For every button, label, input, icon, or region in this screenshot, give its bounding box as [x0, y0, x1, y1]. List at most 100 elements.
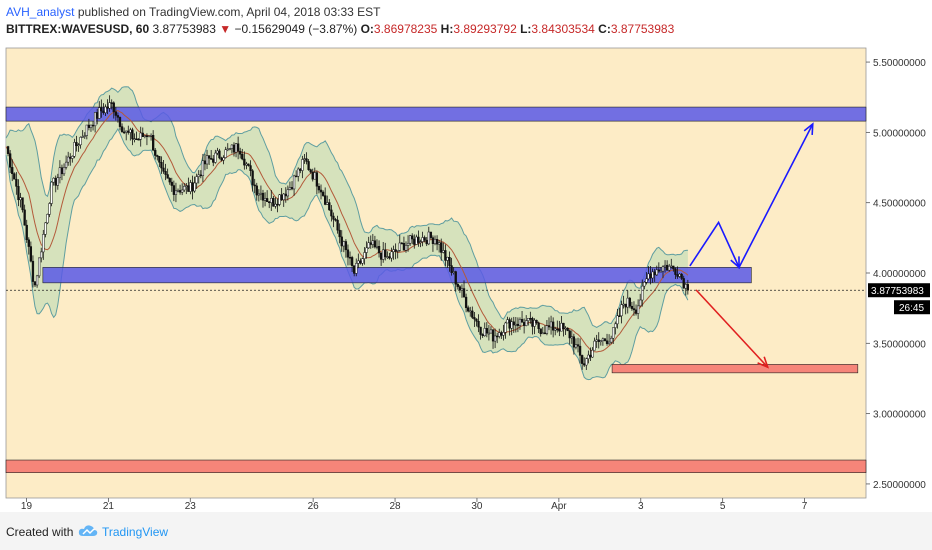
x-tick-label: 21 [103, 501, 115, 512]
candle-body [154, 149, 157, 156]
candle-body [363, 252, 366, 259]
candle-body [199, 174, 202, 177]
candle-body [131, 129, 134, 140]
candle-body [259, 192, 263, 195]
candle-body [475, 318, 478, 322]
candle-body [176, 190, 180, 192]
candle-body [56, 177, 59, 186]
candle-body [6, 146, 10, 154]
x-tick-label: 19 [21, 501, 33, 512]
candle-body [583, 363, 586, 366]
candle-body [232, 144, 236, 153]
candle-body [527, 318, 530, 321]
candle-body [313, 172, 316, 180]
candle-body [448, 256, 451, 266]
candle-body [491, 329, 495, 342]
candle-body [228, 148, 231, 150]
publish-info: published on TradingView.com, April 04, … [77, 5, 381, 19]
candle-body [50, 181, 53, 204]
candle-body [303, 158, 306, 160]
author-link[interactable]: AVH_analyst [6, 5, 75, 19]
candle-body [91, 124, 95, 127]
candle-body [31, 260, 35, 282]
open-value: 3.86978235 [373, 22, 438, 36]
candle-body [560, 322, 563, 332]
candle-body [205, 155, 209, 165]
candle-body [554, 328, 557, 331]
candle-body [178, 190, 182, 193]
candle-body [21, 197, 24, 211]
candle-body [520, 319, 524, 323]
candle-body [415, 236, 418, 245]
candle-body [485, 328, 488, 334]
candle-body [456, 284, 459, 287]
candle-body [143, 135, 147, 137]
candle-body [574, 344, 578, 348]
candle-body [253, 184, 256, 187]
candle-body [270, 197, 273, 203]
candle-body [35, 275, 39, 286]
low-label: L: [520, 22, 532, 36]
candle-body [350, 257, 354, 266]
candle-body [278, 194, 281, 205]
price-chart[interactable]: 5.50000000 5.00000000 4.50000000 4.00000000… [0, 40, 932, 512]
candle-body [628, 297, 631, 307]
candle-body [181, 189, 184, 193]
candle-body [241, 154, 244, 160]
candle-body [570, 336, 573, 339]
candle-body [189, 182, 192, 192]
candle-body [504, 322, 507, 333]
candle-body [89, 124, 93, 128]
tradingview-brand[interactable]: TradingView [102, 525, 169, 539]
candle-body [40, 251, 43, 259]
candle-body [502, 332, 505, 336]
candle-body [413, 238, 416, 245]
candle-body [336, 219, 339, 231]
candle-body [137, 138, 140, 141]
candle-body [29, 246, 33, 262]
candle-body [487, 332, 491, 335]
x-tick-label: 23 [185, 501, 197, 512]
candle-body [406, 242, 410, 246]
chart-header: AVH_analyst published on TradingView.com… [0, 0, 932, 40]
candle-body [659, 270, 663, 273]
candle-body [398, 242, 401, 251]
candle-body [624, 303, 627, 308]
candle-body [234, 143, 238, 153]
candle-body [467, 307, 470, 312]
candle-body [462, 288, 466, 298]
candle-body [147, 135, 151, 138]
candle-body [276, 203, 279, 206]
candle-body [506, 319, 509, 324]
candle-body [663, 264, 667, 267]
candle-body [164, 171, 167, 175]
candle-body [170, 181, 173, 186]
candle-body [79, 137, 82, 146]
candle-body [295, 175, 298, 178]
candle-body [411, 235, 414, 240]
candle-body [263, 198, 267, 201]
candle-body [454, 271, 457, 285]
candle-body [361, 258, 364, 264]
candle-body [529, 318, 532, 320]
candle-body [473, 317, 476, 320]
candle-body [280, 194, 283, 201]
candle-body [556, 328, 559, 331]
candle-body [25, 224, 28, 241]
candle-body [672, 265, 675, 270]
candle-body [632, 308, 636, 311]
candle-body [317, 186, 321, 191]
candle-body [367, 242, 370, 249]
candle-body [207, 155, 211, 159]
candle-body [442, 250, 445, 253]
candle-body [516, 323, 520, 326]
candle-body [338, 229, 341, 238]
candle-body [102, 110, 105, 114]
candle-body [500, 332, 503, 336]
candle-body [52, 177, 55, 183]
candle-body [48, 203, 51, 215]
candle-body [69, 156, 72, 159]
candle-body [114, 111, 117, 116]
candle-body [203, 160, 207, 165]
candle-body [636, 305, 640, 314]
